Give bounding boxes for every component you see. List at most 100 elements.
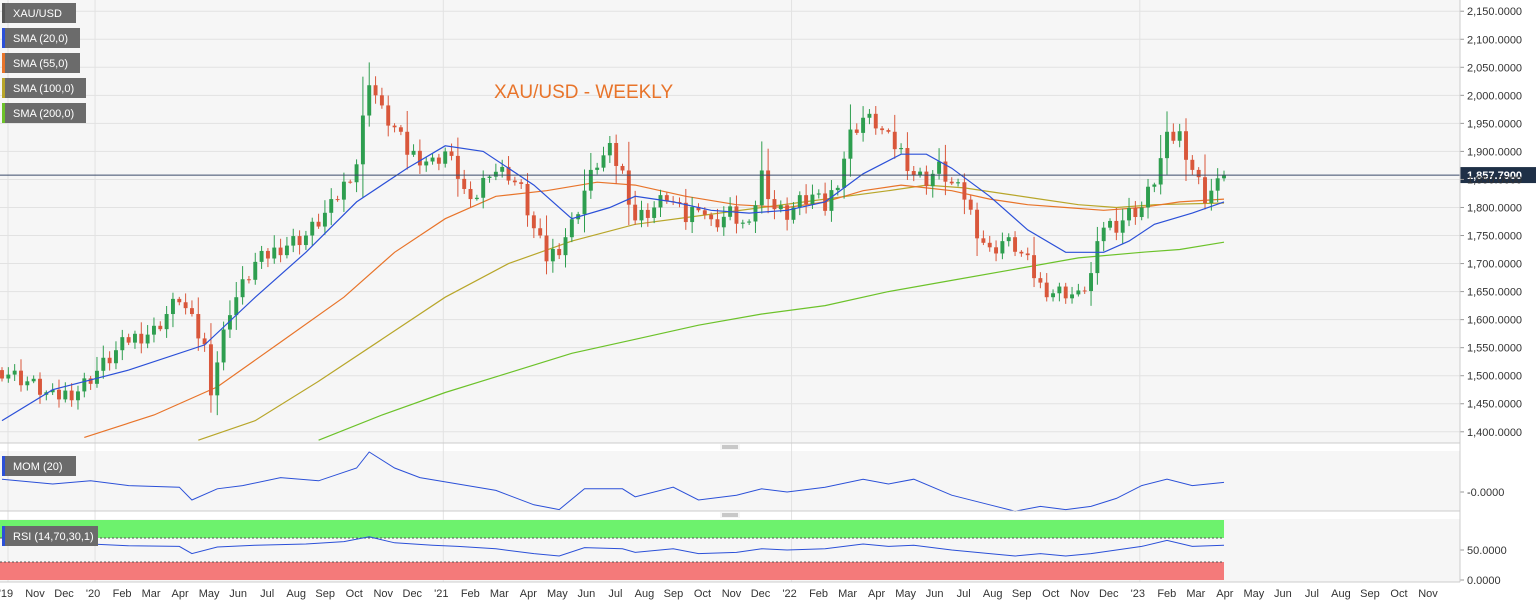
candle-up — [1152, 184, 1157, 187]
candle-down — [177, 298, 182, 303]
price-tick-label: 1,500.0000 — [1467, 371, 1522, 383]
legend-sma-20[interactable]: SMA (20,0) — [2, 28, 80, 48]
time-tick-label: Dec — [1099, 588, 1119, 600]
candle-up — [272, 247, 277, 259]
candle-up — [753, 205, 758, 222]
time-tick-label: Jun — [229, 588, 247, 600]
price-tick-label: 1,650.0000 — [1467, 287, 1522, 299]
time-tick-label: Dec — [751, 588, 771, 600]
candle-up — [607, 142, 612, 156]
candle-up — [582, 190, 587, 215]
candle-up — [759, 170, 764, 206]
candle-down — [538, 228, 543, 236]
panel-resize-handle[interactable] — [720, 444, 740, 450]
time-tick-label: Nov — [1070, 588, 1090, 600]
legend-rsi[interactable]: RSI (14,70,30,1) — [2, 526, 98, 546]
candle-down — [620, 165, 625, 171]
price-tick-label: 1,900.0000 — [1467, 146, 1522, 158]
legend-sma-55[interactable]: SMA (55,0) — [2, 53, 80, 73]
candle-up — [658, 195, 663, 208]
panel-resize-handle[interactable] — [720, 512, 740, 518]
candle-up — [1215, 178, 1220, 191]
price-tick-label: 1,600.0000 — [1467, 315, 1522, 327]
price-axis-background — [1460, 0, 1536, 582]
candle-down — [873, 113, 878, 129]
candle-down — [734, 206, 739, 224]
candle-down — [544, 235, 549, 262]
price-tick-label: 2,100.0000 — [1467, 34, 1522, 46]
time-tick-label: Oct — [1390, 588, 1407, 600]
price-axis: 1,400.0000 1,450.0000 1,500.0000 1,550.0000… — [1460, 6, 1522, 439]
candle-up — [595, 167, 600, 170]
candle-up — [164, 314, 169, 330]
candle-up — [493, 171, 498, 177]
candle-down — [766, 170, 771, 200]
candle-up — [1076, 290, 1081, 295]
time-tick-label: Jul — [957, 588, 971, 600]
candle-up — [816, 193, 821, 195]
legend-sma-100[interactable]: SMA (100,0) — [2, 78, 86, 98]
candle-down — [981, 238, 986, 243]
candle-down — [626, 170, 631, 205]
candle-up — [360, 115, 365, 165]
time-tick-label: Sep — [315, 588, 335, 600]
legend-sma-100-label: SMA (100,0) — [13, 83, 74, 95]
candle-down — [1196, 169, 1201, 178]
time-tick-label: Mar — [1186, 588, 1205, 600]
candle-down — [455, 155, 460, 179]
candle-down — [525, 183, 530, 216]
candle-up — [25, 381, 30, 386]
candle-up — [82, 378, 87, 392]
time-tick-label: Aug — [635, 588, 655, 600]
candle-down — [880, 128, 885, 131]
candle-down — [202, 338, 207, 345]
candle-up — [424, 161, 429, 166]
candle-up — [291, 236, 296, 246]
price-tick-label: 1,550.0000 — [1467, 343, 1522, 355]
candle-down — [905, 148, 910, 172]
candle-up — [1057, 286, 1062, 294]
candle-up — [1146, 186, 1150, 208]
candle-up — [899, 148, 904, 150]
candle-up — [120, 337, 125, 351]
candle-up — [601, 155, 606, 168]
mom-path — [1, 451, 1225, 512]
candle-up — [829, 190, 834, 211]
mom-panel-background — [0, 451, 1460, 511]
candle-up — [367, 85, 372, 116]
candle-down — [107, 357, 112, 364]
candle-up — [1165, 131, 1169, 159]
candle-up — [329, 199, 334, 213]
candle-up — [1101, 227, 1106, 242]
legend-sma-200[interactable]: SMA (200,0) — [2, 103, 86, 123]
price-tick-label: 1,950.0000 — [1467, 118, 1522, 130]
candle-up — [1127, 208, 1131, 221]
last-price-tag-label: 1,857.7900 — [1467, 170, 1522, 182]
candle-down — [1114, 220, 1119, 233]
candle-down — [126, 337, 131, 343]
legend-mom[interactable]: MOM (20) — [2, 456, 76, 476]
time-tick-label: Aug — [1331, 588, 1351, 600]
candle-down — [246, 279, 251, 281]
candle-down — [139, 333, 144, 344]
candle-up — [50, 389, 55, 393]
candle-down — [975, 209, 980, 239]
candle-up — [31, 378, 36, 382]
candle-down — [335, 199, 340, 201]
candle-down — [772, 199, 777, 210]
candle-up — [842, 158, 847, 188]
candle-down — [1184, 131, 1188, 160]
candle-up — [1108, 220, 1112, 228]
legend-symbol[interactable]: XAU/USD — [2, 3, 76, 23]
candle-down — [785, 205, 790, 220]
candle-down — [614, 142, 619, 166]
candle-down — [519, 182, 524, 184]
price-tick-label: 1,850.0000 — [1467, 174, 1522, 186]
candle-up — [1120, 220, 1125, 233]
candle-up — [861, 117, 866, 133]
time-tick-label: Mar — [142, 588, 161, 600]
candle-down — [531, 215, 536, 229]
candle-down — [38, 378, 42, 395]
time-tick-label: Aug — [286, 588, 306, 600]
